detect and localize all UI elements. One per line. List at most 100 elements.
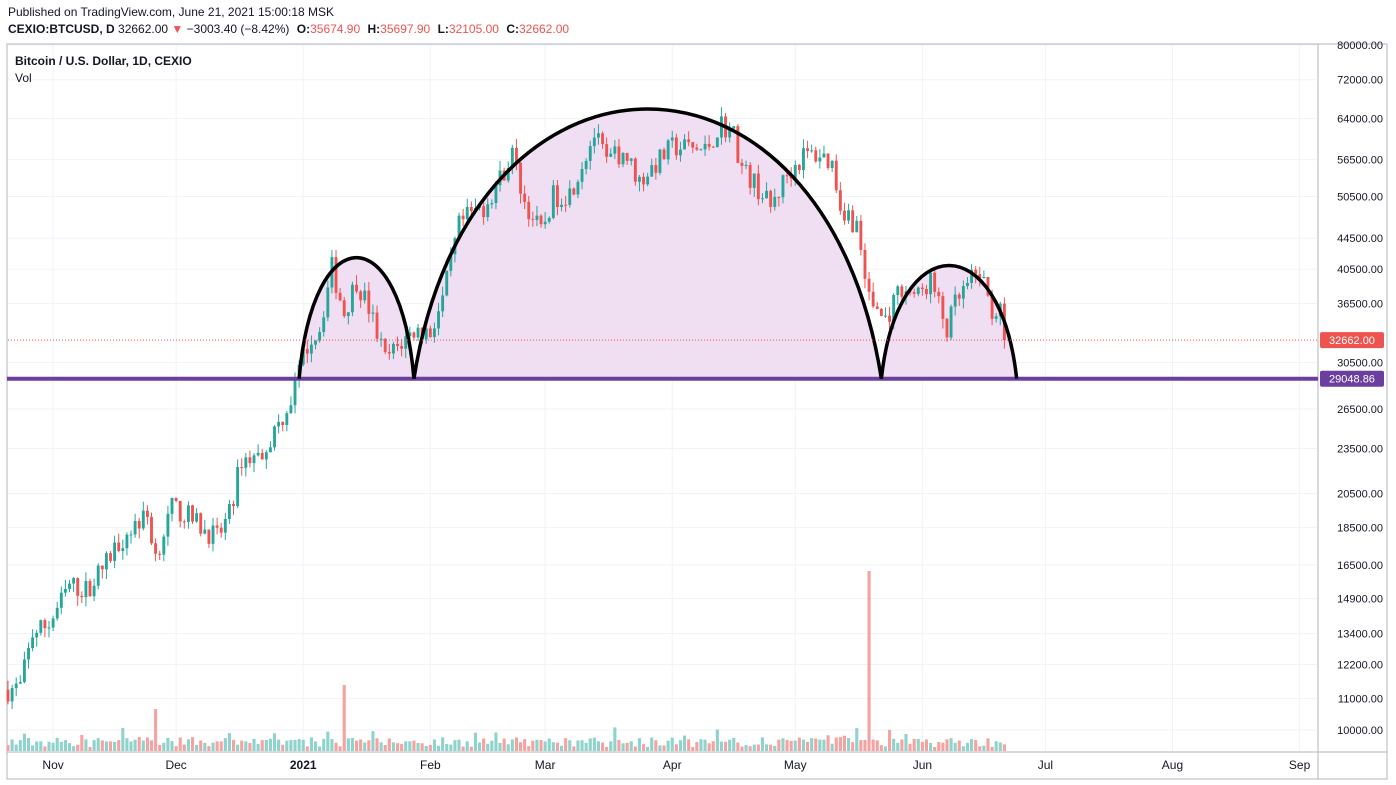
volume-bar (842, 735, 847, 751)
volume-bar (723, 741, 728, 751)
volume-bar (707, 743, 711, 751)
y-tick-label: 20500.00 (1337, 489, 1383, 501)
volume-bar (420, 743, 424, 751)
candle-body (711, 146, 715, 148)
volume-bar (588, 738, 592, 751)
volume-bar (1002, 744, 1006, 751)
volume-bars (6, 571, 1006, 751)
volume-bar (309, 737, 313, 751)
candle-body (978, 274, 982, 279)
candle-body (929, 272, 933, 295)
candle-body (268, 447, 272, 453)
candle-body (14, 683, 18, 689)
volume-bar (547, 738, 551, 751)
candle-body (506, 167, 510, 181)
right-shoulder-arc[interactable] (879, 263, 1019, 379)
volume-bar (182, 744, 186, 751)
volume-bar (363, 742, 367, 751)
candle-body (740, 162, 744, 166)
volume-bar (441, 737, 445, 751)
y-tick-label: 14900.00 (1337, 594, 1383, 606)
volume-bar (879, 745, 883, 751)
candle-body (674, 137, 678, 156)
candle-body (219, 527, 223, 533)
volume-bar (55, 737, 59, 751)
legend-volume: Vol (15, 71, 32, 85)
candle-body (523, 193, 527, 202)
volume-bar (113, 742, 117, 751)
y-tick-label: 23500.00 (1337, 444, 1383, 456)
volume-bar (400, 744, 404, 751)
candle-body (117, 542, 121, 552)
volume-bar (551, 742, 555, 751)
pattern-arcs[interactable] (297, 107, 1019, 379)
volume-bar (76, 744, 80, 751)
volume-bar (752, 744, 756, 751)
candle-body (68, 583, 71, 589)
price-change: −3003.40 (−8.42%) (186, 22, 290, 36)
candle-body (322, 317, 326, 332)
volume-bar (986, 738, 990, 751)
candle-body (154, 543, 158, 554)
time-axis[interactable]: Nov Dec 2021 Feb Mar Apr May Jun Jul Aug Sep (42, 758, 1310, 772)
candle-body (949, 306, 953, 338)
volume-bar (338, 746, 342, 751)
candle-body (761, 198, 764, 200)
candle-body (379, 338, 383, 340)
candle-body (137, 521, 141, 529)
volume-bar (379, 742, 383, 751)
candle-body (838, 190, 842, 211)
candle-body (437, 311, 440, 329)
candle-body (592, 137, 596, 147)
candle-body (355, 284, 358, 292)
x-tick-label: Apr (663, 758, 682, 772)
candle-body (195, 513, 199, 522)
left-shoulder-arc[interactable] (297, 256, 416, 379)
volume-bar (313, 741, 318, 751)
low-label: L: (437, 22, 449, 36)
candle-body (847, 210, 850, 221)
volume-bar (412, 740, 416, 751)
volume-bar (264, 740, 268, 751)
volume-bar (769, 744, 773, 751)
volume-bar (88, 746, 92, 751)
volume-bar (978, 746, 982, 751)
volume-bar (408, 741, 412, 751)
volume-bar (818, 739, 822, 751)
volume-bar (170, 740, 174, 751)
volume-bar (104, 741, 108, 751)
volume-bar (912, 739, 916, 751)
candle-body (957, 294, 961, 299)
volume-bar (580, 740, 584, 751)
head-arc[interactable] (412, 107, 884, 379)
price-axis[interactable]: 80000.00 72000.00 64000.00 56500.00 50500.00… (1337, 40, 1383, 737)
volume-bar (609, 741, 613, 751)
volume-bar (129, 741, 133, 751)
y-tick-label: 80000.00 (1337, 40, 1383, 52)
volume-bar (260, 740, 264, 751)
candle-body (133, 521, 137, 535)
volume-bar (240, 740, 244, 751)
volume-bar (96, 738, 100, 751)
volume-bar (371, 731, 375, 751)
volume-bar (719, 741, 724, 751)
volume-bar (141, 740, 145, 751)
volume-bar (851, 742, 855, 751)
x-tick-label: Jun (913, 758, 932, 772)
candle-body (638, 176, 641, 182)
volume-bar (666, 740, 670, 751)
candle-body (129, 534, 133, 536)
candle-body (375, 312, 379, 339)
candle-body (642, 176, 645, 185)
volume-bar (387, 738, 391, 751)
volume-bar (248, 743, 252, 751)
volume-bar (22, 733, 26, 751)
candle-body (47, 627, 51, 629)
volume-bar (277, 739, 281, 751)
volume-bar (367, 740, 371, 751)
candle-body (953, 294, 957, 307)
candle-body (363, 290, 367, 301)
candle-body (416, 327, 420, 338)
candle-body (396, 343, 399, 347)
